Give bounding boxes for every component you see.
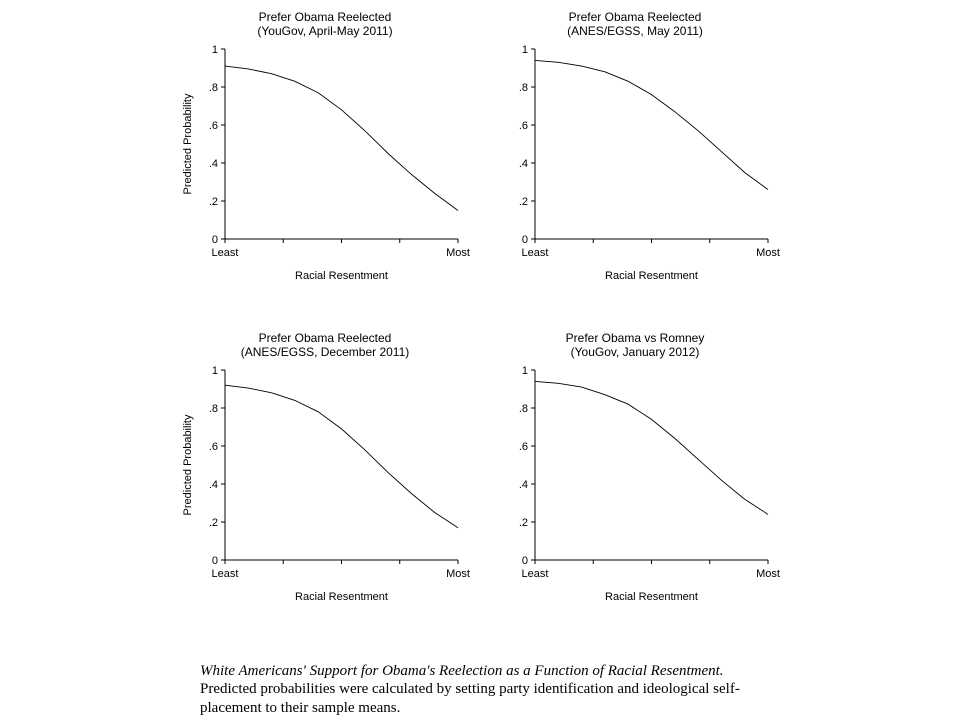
panel-title-line1: Prefer Obama Reelected (170, 331, 480, 345)
y-tick-label: .2 (519, 517, 528, 529)
y-tick-label: .2 (519, 196, 528, 208)
y-tick-label: 1 (212, 44, 218, 56)
curve-line (535, 60, 768, 189)
panel-title: Prefer Obama vs Romney(YouGov, January 2… (480, 331, 790, 360)
panel-title-line1: Prefer Obama Reelected (170, 10, 480, 24)
panel-title: Prefer Obama Reelected(YouGov, April-May… (170, 10, 480, 39)
y-tick-label: .8 (519, 403, 528, 415)
chart-svg: 0 .2 .4 .6 .8 1 Least Most Racial Resentment (480, 41, 780, 311)
x-tick-label: Least (522, 568, 549, 580)
figure-caption: White Americans' Support for Obama's Ree… (200, 662, 760, 718)
y-tick-label: .8 (209, 82, 218, 94)
panel-title-line1: Prefer Obama vs Romney (480, 331, 790, 345)
curve-line (535, 381, 768, 514)
figure: Prefer Obama Reelected(YouGov, April-May… (0, 0, 960, 718)
chart-svg: 0 .2 .4 .6 .8 1 Least Most Racial Resentment Pred… (170, 41, 470, 311)
y-tick-label: .4 (519, 479, 528, 491)
curve-line (225, 385, 458, 528)
panel-title-line2: (YouGov, January 2012) (480, 345, 790, 359)
y-tick-label: 0 (212, 555, 218, 567)
panel-grid: Prefer Obama Reelected(YouGov, April-May… (170, 10, 790, 632)
y-tick-label: .6 (519, 120, 528, 132)
y-tick-label: 0 (522, 555, 528, 567)
panel-title: Prefer Obama Reelected(ANES/EGSS, Decemb… (170, 331, 480, 360)
y-tick-label: .6 (209, 441, 218, 453)
y-axis-label: Predicted Probability (182, 414, 194, 515)
y-tick-label: 0 (522, 234, 528, 246)
y-axis-label: Predicted Probability (182, 93, 194, 194)
y-tick-label: .4 (209, 158, 218, 170)
x-axis-label: Racial Resentment (295, 591, 388, 603)
y-tick-label: 1 (522, 365, 528, 377)
panel-title-line1: Prefer Obama Reelected (480, 10, 790, 24)
x-tick-label: Most (446, 568, 470, 580)
curve-line (225, 66, 458, 210)
y-tick-label: 1 (522, 44, 528, 56)
x-tick-label: Most (756, 247, 780, 259)
x-tick-label: Least (212, 247, 239, 259)
y-tick-label: .8 (209, 403, 218, 415)
caption-lead: White Americans' Support for Obama's Ree… (200, 663, 724, 679)
chart-panel: Prefer Obama Reelected(ANES/EGSS, Decemb… (170, 331, 480, 632)
x-axis-label: Racial Resentment (295, 270, 388, 282)
y-tick-label: .6 (519, 441, 528, 453)
panel-title: Prefer Obama Reelected(ANES/EGSS, May 20… (480, 10, 790, 39)
x-tick-label: Most (756, 568, 780, 580)
y-tick-label: .2 (209, 196, 218, 208)
y-tick-label: .4 (209, 479, 218, 491)
panel-title-line2: (YouGov, April-May 2011) (170, 24, 480, 38)
chart-svg: 0 .2 .4 .6 .8 1 Least Most Racial Resentment (480, 362, 780, 632)
chart-panel: Prefer Obama Reelected(ANES/EGSS, May 20… (480, 10, 790, 311)
y-tick-label: 1 (212, 365, 218, 377)
y-tick-label: 0 (212, 234, 218, 246)
x-tick-label: Least (212, 568, 239, 580)
chart-svg: 0 .2 .4 .6 .8 1 Least Most Racial Resentment Pred… (170, 362, 470, 632)
x-axis-label: Racial Resentment (605, 591, 698, 603)
x-tick-label: Most (446, 247, 470, 259)
y-tick-label: .2 (209, 517, 218, 529)
x-axis-label: Racial Resentment (605, 270, 698, 282)
panel-title-line2: (ANES/EGSS, May 2011) (480, 24, 790, 38)
x-tick-label: Least (522, 247, 549, 259)
y-tick-label: .8 (519, 82, 528, 94)
y-tick-label: .6 (209, 120, 218, 132)
panel-title-line2: (ANES/EGSS, December 2011) (170, 345, 480, 359)
y-tick-label: .4 (519, 158, 528, 170)
caption-rest: Predicted probabilities were calculated … (200, 681, 740, 716)
chart-panel: Prefer Obama vs Romney(YouGov, January 2… (480, 331, 790, 632)
chart-panel: Prefer Obama Reelected(YouGov, April-May… (170, 10, 480, 311)
